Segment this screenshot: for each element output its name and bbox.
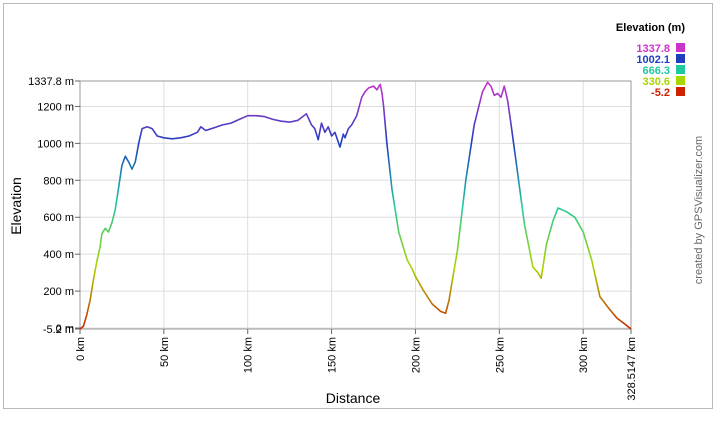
x-tick-label: 50 km (159, 337, 171, 367)
plot-area (79, 80, 632, 330)
y-tick-label: 200 m (43, 286, 74, 298)
x-tick-label: 150 km (327, 337, 339, 373)
legend-swatch (676, 43, 685, 52)
legend-entry-label: 1002.1 (636, 54, 670, 66)
legend-swatch (676, 76, 685, 85)
y-tick-label: -5.2 m (43, 324, 74, 336)
legend-entry-label: -5.2 (651, 87, 670, 99)
y-axis-label: Elevation (8, 177, 24, 235)
y-tick-label: 0 m (56, 323, 74, 335)
y-tick-label: 1000 m (37, 138, 74, 150)
x-tick-label: 200 km (410, 337, 422, 373)
x-axis-ticks: 0 km 50 km 100 km 150 km 200 km 250 km 300 km 3… (75, 329, 638, 401)
x-tick-label: 250 km (494, 337, 506, 373)
y-tick-label: 600 m (43, 212, 74, 224)
y-tick-label: 1337.8 m (28, 76, 74, 88)
x-tick-label: 300 km (578, 337, 590, 373)
legend-entry-label: 1337.8 (636, 43, 670, 55)
x-axis-label: Distance (326, 390, 381, 406)
x-tick-label: 328.5147 km (626, 337, 638, 401)
y-axis-ticks: -5.2 m0 m 200 m 400 m 600 m 800 m 1000 m 1200 … (28, 76, 80, 336)
legend-swatch (676, 65, 685, 74)
y-tick-label: 400 m (43, 249, 74, 261)
legend-title: Elevation (m) (616, 22, 685, 34)
watermark-text: created by GPSVisualizer.com (693, 136, 705, 284)
x-tick-label: 100 km (243, 337, 255, 373)
legend-entry-label: 330.6 (642, 76, 670, 88)
legend-entry-label: 666.3 (642, 65, 670, 77)
legend-swatch (676, 54, 685, 63)
elevation-series-line (79, 81, 632, 330)
chart-frame (3, 3, 713, 409)
legend-swatch (676, 87, 685, 96)
x-tick-label: 0 km (75, 337, 87, 361)
y-tick-label: 1200 m (37, 101, 74, 113)
y-tick-label: 800 m (43, 175, 74, 187)
